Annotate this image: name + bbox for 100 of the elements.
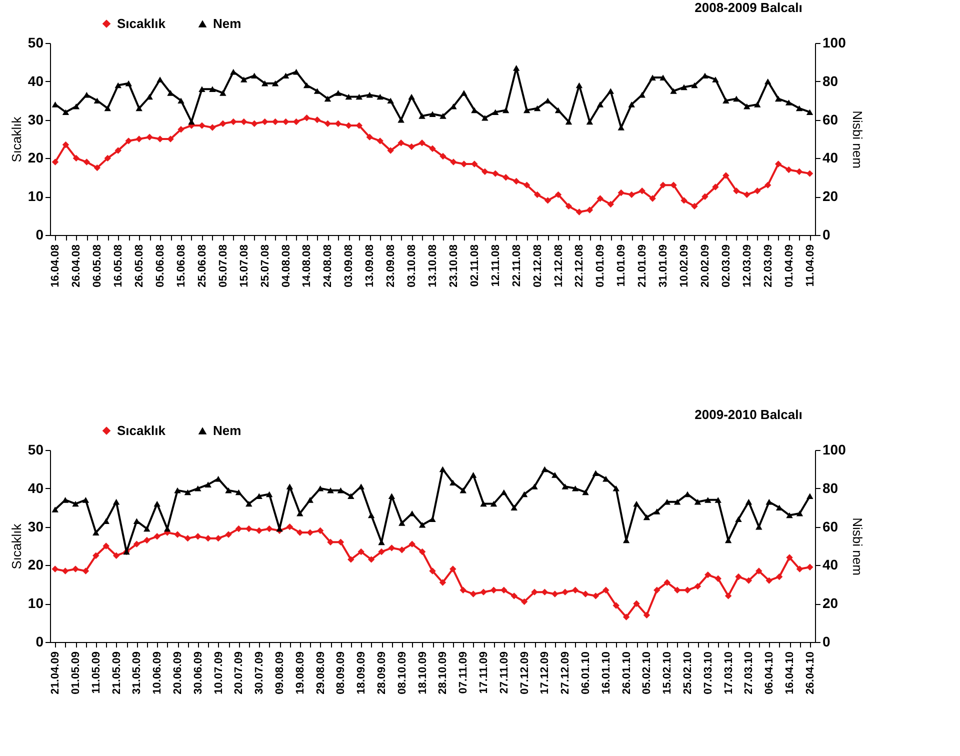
x-tick-label: 25.06.08 bbox=[196, 244, 208, 288]
y-tick-label: 20 bbox=[28, 556, 44, 573]
x-tick-label: 07.11.09 bbox=[458, 652, 470, 694]
x-tick-label: 02.11.08 bbox=[468, 244, 481, 287]
x-tick-label: 30.07.09 bbox=[254, 652, 266, 694]
x-tick-label: 19.08.09 bbox=[294, 652, 306, 694]
y-tick-label: 20 bbox=[28, 150, 44, 166]
y-tick-label: 50 bbox=[28, 442, 44, 458]
y-tick-label: 0 bbox=[36, 226, 44, 242]
chart-title: 2008-2009 Balcalı bbox=[694, 0, 802, 15]
x-tick-label: 15.02.10 bbox=[662, 652, 674, 694]
x-tick-label: 06.05.08 bbox=[92, 244, 104, 288]
y-tick-label: 40 bbox=[28, 72, 44, 89]
x-tick-label: 24.08.08 bbox=[322, 244, 334, 288]
y2-tick-label: 100 bbox=[822, 34, 846, 50]
x-tick-label: 28.09.09 bbox=[376, 652, 388, 694]
x-tick-label: 31.05.09 bbox=[131, 652, 144, 694]
y-tick-label: 30 bbox=[28, 111, 44, 128]
x-tick-label: 25.02.10 bbox=[682, 652, 694, 694]
x-tick-label: 12.03.09 bbox=[741, 244, 754, 288]
y2-tick-label: 20 bbox=[822, 188, 838, 204]
x-tick-label: 15.07.08 bbox=[238, 244, 250, 288]
x-tick-label: 16.04.10 bbox=[784, 652, 796, 694]
x-tick-label: 02.03.09 bbox=[720, 244, 732, 288]
x-tick-label: 06.04.10 bbox=[764, 652, 776, 694]
legend-label: Nem bbox=[213, 422, 242, 438]
y-axis-title: Sıcaklık bbox=[8, 523, 24, 570]
x-tick-label: 26.05.08 bbox=[134, 244, 146, 288]
y2-tick-label: 60 bbox=[822, 518, 838, 534]
x-tick-label: 22.12.08 bbox=[574, 244, 586, 288]
y2-tick-label: 80 bbox=[822, 480, 838, 496]
x-tick-label: 17.03.10 bbox=[722, 652, 735, 694]
x-tick-label: 09.08.09 bbox=[274, 652, 286, 694]
x-tick-label: 21.05.09 bbox=[110, 652, 123, 694]
x-tick-label: 10.07.09 bbox=[212, 652, 225, 694]
x-tick-label: 12.12.08 bbox=[552, 244, 565, 288]
y2-tick-label: 40 bbox=[822, 150, 838, 166]
x-tick-label: 07.12.09 bbox=[518, 652, 531, 694]
x-tick-label: 20.02.09 bbox=[699, 244, 712, 288]
x-tick-label: 05.06.08 bbox=[154, 244, 167, 288]
y-axis-title: Sıcaklık bbox=[8, 116, 24, 162]
x-tick-label: 14.08.08 bbox=[301, 244, 314, 288]
x-tick-label: 07.03.10 bbox=[702, 652, 714, 694]
legend-label: Sıcaklık bbox=[117, 422, 166, 438]
x-tick-label: 18.09.09 bbox=[356, 652, 368, 694]
x-tick-label: 15.06.08 bbox=[175, 244, 188, 288]
y2-tick-label: 80 bbox=[822, 72, 838, 89]
chart-title: 2009-2010 Balcalı bbox=[694, 407, 802, 422]
y2-tick-label: 60 bbox=[822, 111, 838, 128]
x-tick-label: 29.08.09 bbox=[314, 652, 327, 694]
x-tick-label: 04.08.08 bbox=[280, 244, 292, 288]
x-tick-label: 27.12.09 bbox=[560, 652, 572, 694]
x-tick-label: 12.11.08 bbox=[490, 244, 502, 287]
x-tick-label: 17.11.09 bbox=[478, 652, 490, 694]
x-tick-label: 22.03.09 bbox=[762, 244, 774, 288]
x-tick-label: 10.06.09 bbox=[152, 652, 164, 694]
x-tick-label: 30.06.09 bbox=[192, 652, 204, 694]
x-tick-label: 27.03.10 bbox=[743, 652, 756, 694]
x-tick-label: 08.10.09 bbox=[396, 652, 408, 694]
x-tick-label: 05.07.08 bbox=[217, 244, 230, 288]
y-tick-label: 10 bbox=[28, 188, 44, 204]
x-tick-label: 10.02.09 bbox=[678, 244, 691, 288]
x-tick-label: 03.10.08 bbox=[406, 244, 418, 288]
x-tick-label: 11.01.09 bbox=[616, 244, 628, 287]
x-tick-label: 23.10.08 bbox=[448, 244, 460, 288]
x-tick-label: 13.10.08 bbox=[427, 244, 439, 288]
x-tick-label: 21.01.09 bbox=[636, 244, 649, 288]
y2-tick-label: 100 bbox=[822, 442, 846, 458]
x-tick-label: 17.12.09 bbox=[539, 652, 552, 694]
x-tick-label: 28.10.09 bbox=[437, 652, 450, 694]
legend-label: Sıcaklık bbox=[117, 16, 166, 31]
x-tick-label: 20.07.09 bbox=[233, 652, 246, 694]
y-tick-label: 10 bbox=[28, 595, 44, 612]
x-tick-label: 16.04.08 bbox=[50, 244, 62, 288]
legend-label: Nem bbox=[213, 16, 242, 31]
x-tick-label: 18.10.09 bbox=[416, 652, 429, 694]
x-tick-label: 02.12.08 bbox=[532, 244, 544, 288]
x-tick-label: 08.09.09 bbox=[335, 652, 348, 694]
y-tick-label: 0 bbox=[36, 634, 44, 650]
x-tick-label: 26.01.10 bbox=[620, 652, 633, 694]
x-tick-label: 01.05.09 bbox=[70, 652, 82, 694]
x-tick-label: 13.09.08 bbox=[364, 244, 376, 288]
x-tick-label: 20.06.09 bbox=[172, 652, 184, 694]
x-tick-label: 16.05.08 bbox=[112, 244, 125, 288]
x-tick-label: 11.04.09 bbox=[804, 244, 816, 287]
x-tick-label: 25.07.08 bbox=[259, 244, 272, 288]
x-tick-label: 23.09.08 bbox=[385, 244, 398, 288]
y2-tick-label: 40 bbox=[822, 556, 838, 573]
x-tick-label: 16.01.10 bbox=[600, 652, 612, 694]
x-tick-label: 05.02.10 bbox=[641, 652, 654, 694]
x-tick-label: 26.04.10 bbox=[804, 652, 816, 694]
x-tick-label: 01.04.09 bbox=[783, 244, 796, 288]
x-tick-label: 11.05.09 bbox=[90, 652, 102, 694]
x-tick-label: 03.09.08 bbox=[343, 244, 356, 288]
y-tick-label: 30 bbox=[28, 518, 44, 534]
x-tick-label: 27.11.09 bbox=[498, 652, 510, 694]
x-tick-label: 06.01.10 bbox=[580, 652, 592, 694]
y-tick-label: 50 bbox=[28, 34, 44, 50]
x-tick-label: 26.04.08 bbox=[70, 244, 83, 288]
y2-tick-label: 20 bbox=[822, 595, 838, 612]
